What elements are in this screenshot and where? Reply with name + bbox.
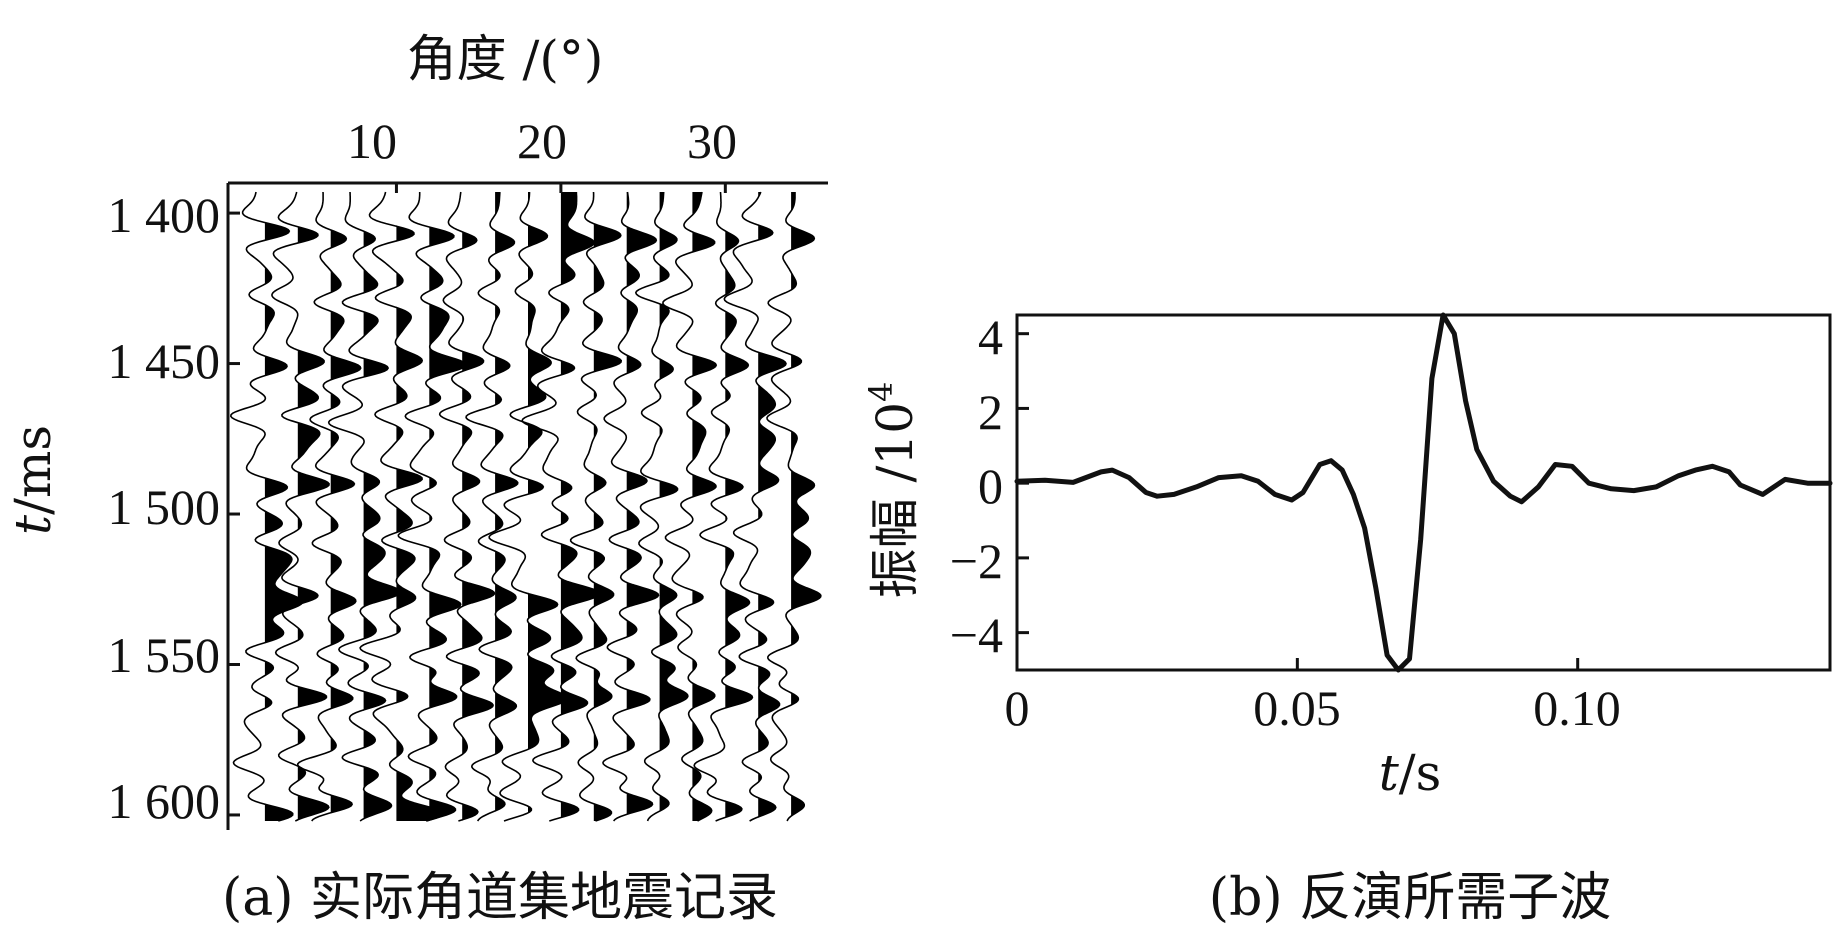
panel-b: 4 2 0 −2 −4 0 0.05 0.10 t/s 振幅 /104 (b) … <box>862 309 1833 928</box>
seismic-trace <box>766 192 822 822</box>
seismic-trace-line <box>488 192 568 822</box>
seismic-trace <box>723 191 787 822</box>
seismic-trace <box>438 191 496 822</box>
seismic-trace <box>271 191 330 822</box>
seismic-trace <box>465 192 519 822</box>
seismic-trace-line <box>723 191 787 822</box>
panel-b-x-tick-marks <box>1015 658 1580 670</box>
panel-a-y-title-rest: /ms <box>4 425 62 515</box>
panel-b-x-title: t/s <box>1379 744 1442 802</box>
panel-a-x-tick-label: 10 <box>347 113 397 169</box>
seismic-trace-line <box>397 192 467 822</box>
seismic-trace-fill <box>528 192 567 821</box>
seismic-trace <box>693 191 754 822</box>
panel-b-x-title-italic: t <box>1379 744 1400 802</box>
seismic-trace-line <box>271 191 330 822</box>
seismic-trace-fill <box>495 192 518 821</box>
seismic-trace-line <box>327 191 402 822</box>
seismic-trace <box>569 191 623 822</box>
panel-a-caption: (a) 实际角道集地震记录 <box>222 868 778 928</box>
seismic-trace-line <box>359 191 445 822</box>
seismic-trace <box>297 191 362 822</box>
panel-a-y-tick-label: 1 500 <box>108 479 221 535</box>
panel-a: 角度 /(°) 10 20 30 1 400 1 450 1 500 1 550… <box>4 30 828 928</box>
seismic-trace-fill <box>297 192 330 821</box>
panel-a-y-tick-labels: 1 400 1 450 1 500 1 550 1 600 <box>108 187 221 829</box>
seismic-wiggle-traces <box>229 191 822 822</box>
panel-b-y-tick-label: 2 <box>978 384 1003 440</box>
seismic-trace-line <box>693 191 754 822</box>
seismic-trace-line <box>602 191 660 822</box>
seismic-trace <box>359 191 445 822</box>
seismic-trace-fill <box>659 192 688 821</box>
seismic-trace <box>634 191 689 822</box>
svg-text:t/ms: t/ms <box>4 425 62 535</box>
seismic-trace-line <box>465 192 519 822</box>
seismic-trace <box>662 191 718 822</box>
seismic-trace <box>488 192 568 822</box>
seismic-trace-line <box>521 192 602 822</box>
panel-b-y-tick-label: 0 <box>978 458 1003 514</box>
panel-b-y-tick-labels: 4 2 0 −2 −4 <box>950 309 1003 663</box>
wavelet-series-line <box>1014 312 1833 673</box>
panel-b-y-title: 振幅 /104 <box>862 382 924 599</box>
seismic-trace-fill <box>758 192 786 821</box>
seismic-trace <box>327 191 402 822</box>
panel-b-y-title-sup: 4 <box>862 382 900 402</box>
panel-a-x-tick-label: 30 <box>687 113 737 169</box>
seismic-trace-line <box>569 191 623 822</box>
seismic-trace <box>602 191 660 822</box>
seismic-trace-line <box>634 191 689 822</box>
seismic-trace-fill <box>560 192 601 821</box>
seismic-trace-fill <box>791 192 821 821</box>
seismic-trace <box>521 192 602 822</box>
panel-b-caption: (b) 反演所需子波 <box>1209 868 1611 928</box>
panel-a-y-tick-label: 1 550 <box>108 627 221 683</box>
panel-b-x-title-rest: /s <box>1399 744 1442 802</box>
seismic-trace-line <box>438 191 496 822</box>
svg-text:振幅 /104: 振幅 /104 <box>862 382 924 599</box>
seismic-trace-fill <box>692 192 717 821</box>
seismic-trace-line <box>766 192 822 822</box>
panel-a-y-tick-label: 1 450 <box>108 333 221 389</box>
panel-a-axes <box>226 181 828 830</box>
panel-a-x-tick-label: 20 <box>517 113 567 169</box>
seismic-trace-line <box>662 191 718 822</box>
panel-b-y-tick-label: 4 <box>978 309 1003 365</box>
panel-a-y-title: t/ms <box>4 425 62 535</box>
panel-b-x-tick-label: 0.10 <box>1533 680 1621 736</box>
panel-a-y-tick-label: 1 600 <box>108 773 221 829</box>
seismic-trace-fill <box>626 192 659 821</box>
panel-a-x-tick-marks <box>394 183 727 193</box>
panel-b-y-tick-label: −4 <box>950 607 1003 663</box>
seismic-trace-line <box>229 191 304 822</box>
seismic-trace <box>397 192 467 822</box>
panel-a-y-tick-label: 1 400 <box>108 187 221 243</box>
seismic-trace-fill <box>725 192 753 821</box>
panel-b-x-tick-labels: 0 0.05 0.10 <box>1005 680 1621 736</box>
seismic-trace <box>229 191 304 822</box>
panel-b-x-tick-label: 0.05 <box>1253 680 1341 736</box>
seismic-trace-fill <box>429 192 466 821</box>
panel-b-y-title-main: 振幅 /10 <box>866 402 924 598</box>
panel-a-y-title-italic: t <box>4 514 62 535</box>
seismic-trace-fill <box>593 192 622 821</box>
panel-a-y-tick-marks <box>228 211 240 817</box>
panel-b-y-tick-label: −2 <box>950 533 1003 589</box>
seismic-trace-fill <box>330 192 361 821</box>
panel-b-x-tick-label: 0 <box>1005 680 1030 736</box>
panel-a-x-title: 角度 /(°) <box>407 30 604 88</box>
seismic-trace-line <box>297 191 362 822</box>
panel-b-plot-frame <box>1015 313 1832 672</box>
